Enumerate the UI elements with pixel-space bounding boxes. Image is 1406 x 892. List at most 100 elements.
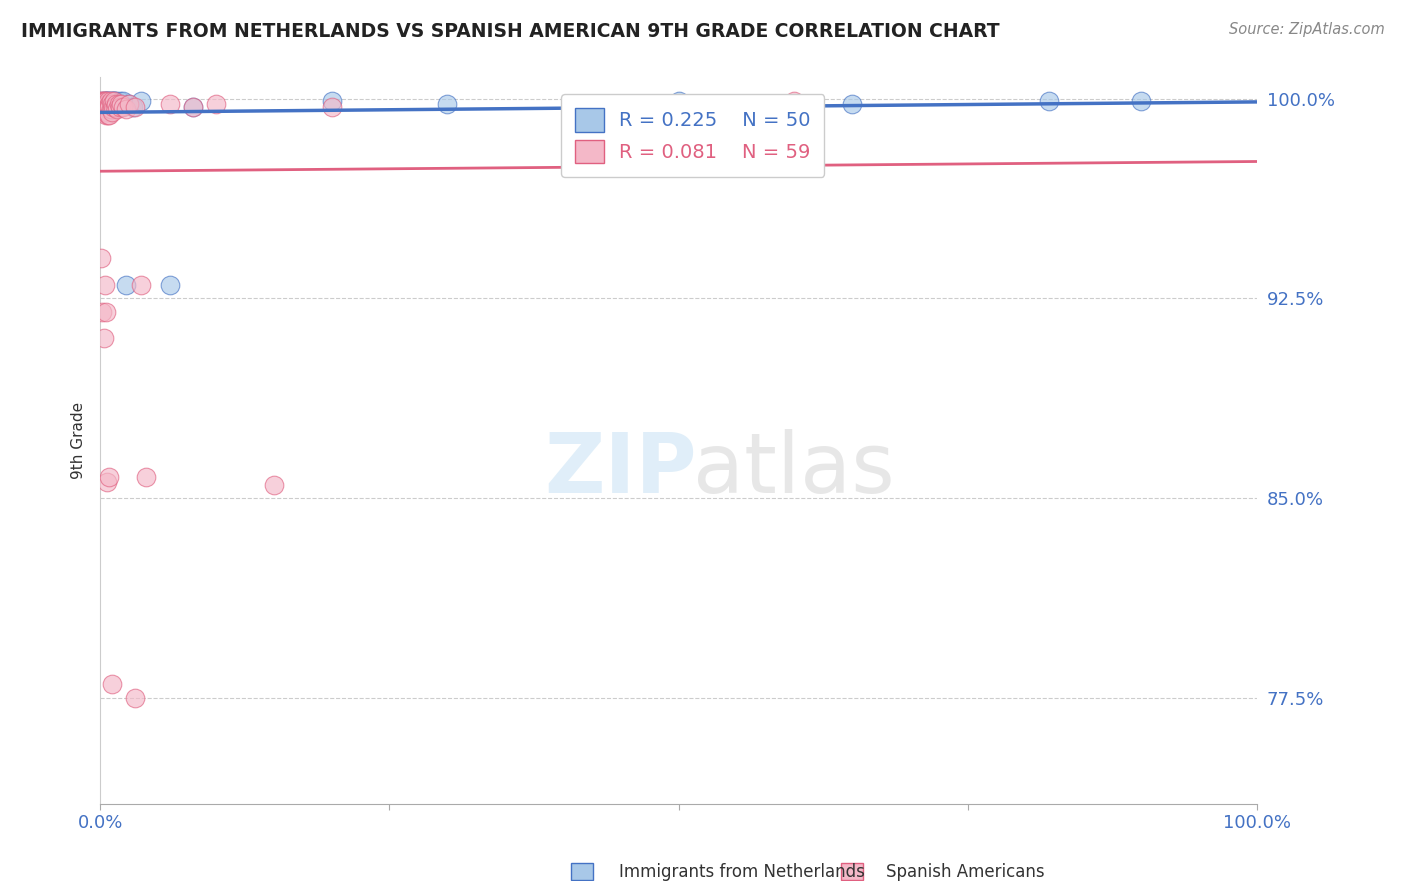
Point [98, 108, 121, 122]
Point [107, 97, 129, 112]
Point [135, 469, 157, 483]
Point [94, 97, 117, 112]
Point [94, 304, 117, 318]
Point [321, 100, 343, 114]
Legend: R = 0.225    N = 50, R = 0.081    N = 59: R = 0.225 N = 50, R = 0.081 N = 59 [561, 95, 824, 177]
Text: atlas: atlas [693, 429, 896, 510]
Point [103, 95, 125, 109]
Point [91, 97, 114, 112]
Point [96, 97, 118, 112]
Point [1130, 95, 1153, 109]
Point [105, 95, 128, 109]
Point [1038, 95, 1060, 109]
Point [96, 105, 118, 120]
Point [98, 103, 121, 117]
Point [100, 103, 122, 117]
Point [100, 97, 122, 112]
Point [93, 97, 115, 112]
Point [96, 103, 118, 117]
Point [668, 95, 690, 109]
Point [104, 100, 127, 114]
Point [100, 105, 122, 120]
Point [100, 95, 122, 109]
Point [94, 105, 117, 120]
Point [104, 100, 127, 114]
Point [105, 97, 128, 112]
Point [91, 304, 114, 318]
Point [97, 95, 120, 109]
Point [97, 103, 120, 117]
Point [104, 95, 127, 109]
Point [94, 103, 117, 117]
Point [96, 95, 118, 109]
Point [100, 100, 122, 114]
Point [90, 100, 112, 114]
Point [96, 100, 118, 114]
Point [96, 97, 118, 112]
Point [91, 100, 114, 114]
Point [114, 278, 136, 293]
Point [107, 100, 129, 114]
Text: Immigrants from Netherlands: Immigrants from Netherlands [619, 863, 865, 881]
Point [124, 690, 146, 705]
Point [94, 278, 117, 293]
Point [94, 95, 117, 109]
Point [94, 95, 117, 109]
Point [107, 103, 129, 117]
Point [107, 97, 129, 112]
Point [110, 100, 132, 114]
Point [97, 100, 120, 114]
Point [98, 95, 121, 109]
Point [93, 95, 115, 109]
Point [93, 95, 115, 109]
Point [90, 252, 112, 266]
Point [436, 97, 458, 112]
Point [97, 108, 120, 122]
Point [100, 677, 122, 691]
Point [97, 100, 120, 114]
Point [90, 95, 112, 109]
Point [124, 100, 146, 114]
Point [101, 95, 124, 109]
Point [114, 103, 136, 117]
Point [100, 95, 122, 109]
Point [93, 103, 115, 117]
Point [94, 108, 117, 122]
Point [121, 100, 143, 114]
Point [94, 100, 117, 114]
Point [98, 97, 121, 112]
Point [108, 95, 131, 109]
Text: ZIP: ZIP [544, 429, 697, 510]
Text: Source: ZipAtlas.com: Source: ZipAtlas.com [1229, 22, 1385, 37]
Point [98, 97, 121, 112]
Point [263, 477, 285, 491]
Y-axis label: 9th Grade: 9th Grade [72, 402, 86, 479]
Text: Spanish Americans: Spanish Americans [886, 863, 1045, 881]
Point [129, 278, 152, 293]
Point [159, 278, 181, 293]
Point [108, 100, 131, 114]
Point [98, 100, 121, 114]
Point [118, 97, 141, 112]
Point [97, 95, 120, 109]
Point [98, 469, 121, 483]
Point [181, 100, 204, 114]
Point [100, 95, 122, 109]
Point [100, 100, 122, 114]
Text: IMMIGRANTS FROM NETHERLANDS VS SPANISH AMERICAN 9TH GRADE CORRELATION CHART: IMMIGRANTS FROM NETHERLANDS VS SPANISH A… [21, 22, 1000, 41]
Point [91, 95, 114, 109]
Point [96, 475, 118, 489]
Point [94, 103, 117, 117]
Point [94, 95, 117, 109]
Point [101, 100, 124, 114]
Point [321, 95, 343, 109]
Point [93, 105, 115, 120]
Point [91, 103, 114, 117]
Point [159, 97, 181, 112]
Point [94, 97, 117, 112]
Point [94, 95, 117, 109]
Point [204, 97, 226, 112]
Point [118, 97, 141, 112]
Point [94, 103, 117, 117]
Point [97, 97, 120, 112]
